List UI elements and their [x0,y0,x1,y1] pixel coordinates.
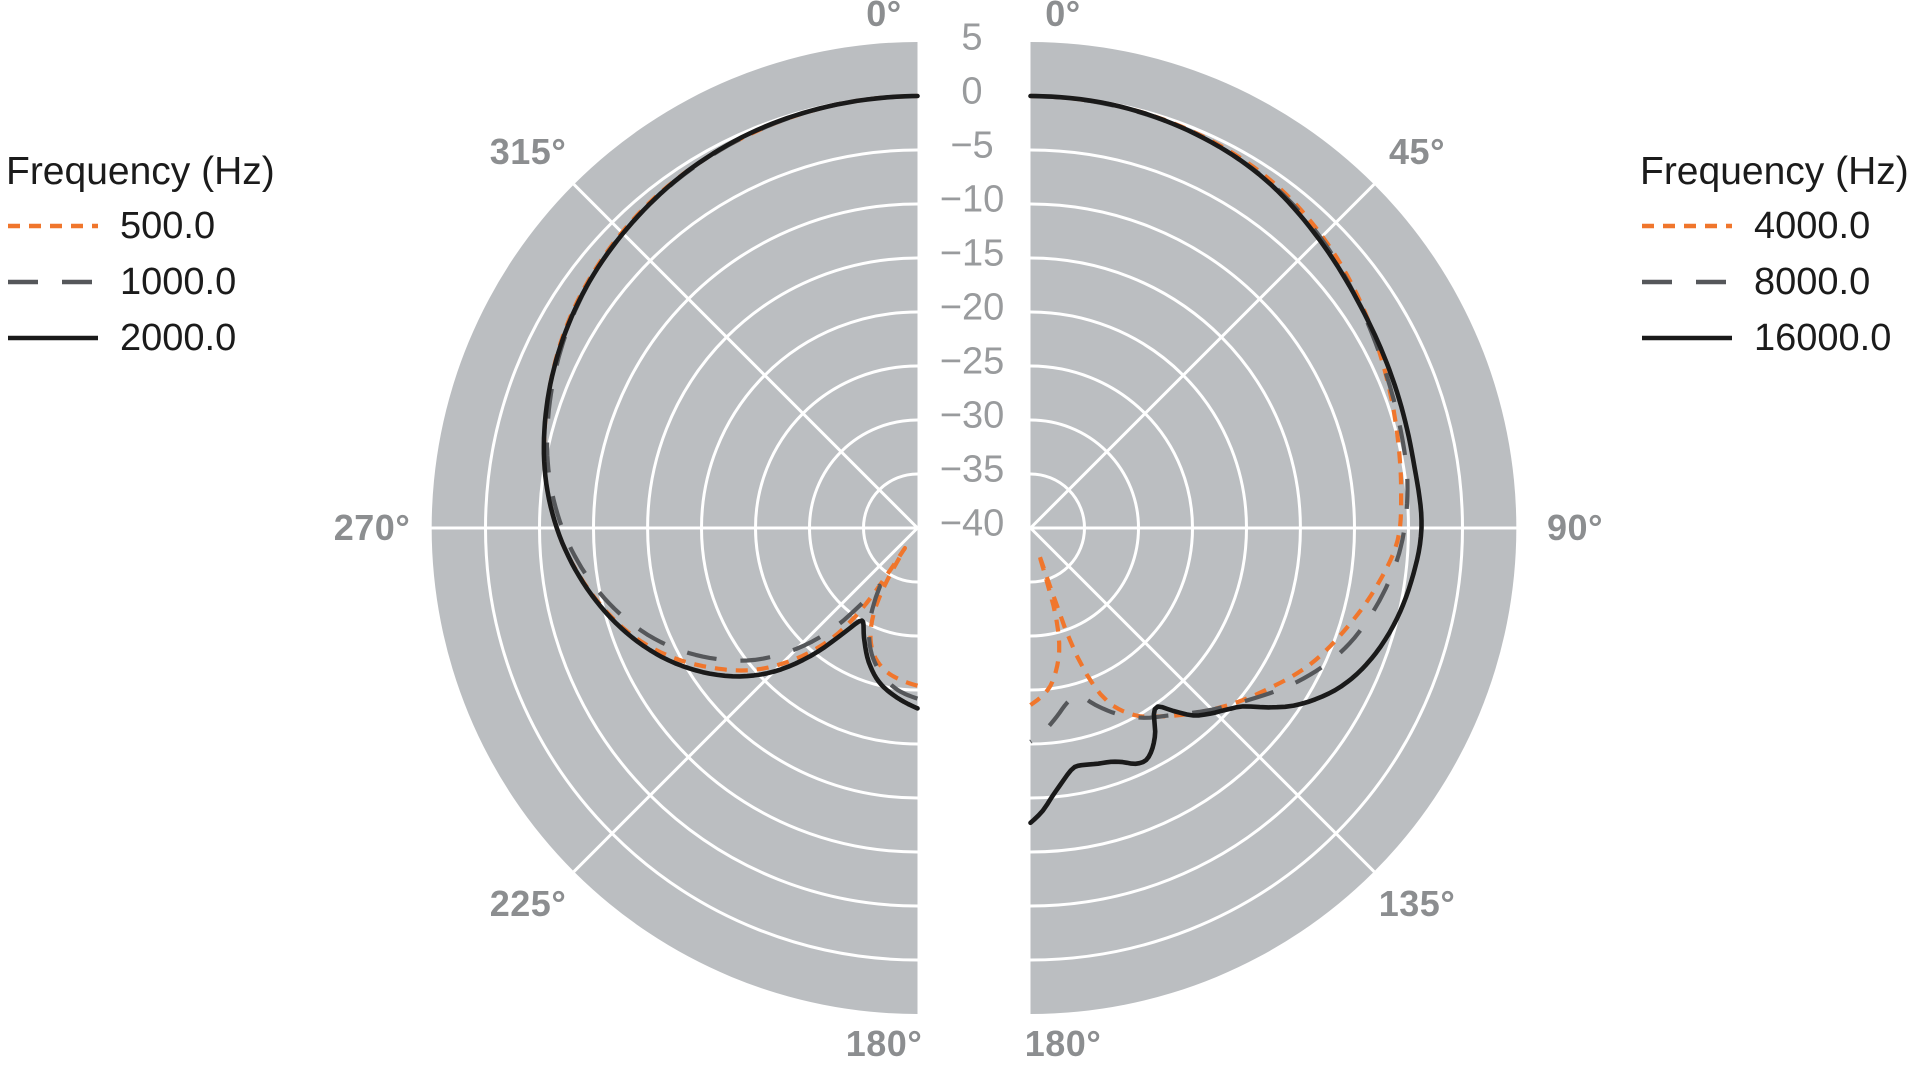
right-polar-plot [1028,42,1517,1014]
legend-swatch-dash-short-icon [1642,223,1732,229]
angle-label-left-315: 315° [489,131,567,172]
left-polar-plot [431,42,920,1014]
radial-tick--25: −25 [939,340,1005,383]
legend-item-label: 8000.0 [1754,260,1871,303]
angle-label-left-270: 270° [333,507,411,548]
series-curve-1000.0 [545,93,919,701]
legend-swatch-dash-long-icon [1642,279,1732,285]
legend-item-16000.0: 16000.0 [1640,310,1909,366]
legend-item-1000.0: 1000.0 [6,254,275,310]
legend-item-4000.0: 4000.0 [1640,198,1909,254]
legend-title: Frequency (Hz) [1640,150,1909,193]
legend-swatch-solid-icon [1642,335,1732,341]
legend-swatch-solid-icon [8,335,98,341]
radial-tick--5: −5 [950,124,994,167]
angle-label-left-225: 225° [489,883,567,924]
radial-tick-5: 5 [961,16,983,59]
legend-title: Frequency (Hz) [6,150,275,193]
legend-items: 500.0 1000.0 2000.0 [6,198,275,366]
legend-item-label: 500.0 [120,204,216,247]
legend-items: 4000.0 8000.0 16000.0 [1640,198,1909,366]
legend-item-label: 1000.0 [120,260,237,303]
grid-spoke [1029,183,1376,530]
legend-item-label: 2000.0 [120,316,237,359]
grid-spoke [1029,526,1376,873]
radial-tick--35: −35 [939,448,1005,491]
angle-label-right-180: 180° [1024,1023,1102,1064]
legend-item-8000.0: 8000.0 [1640,254,1909,310]
legend-item-2000.0: 2000.0 [6,310,275,366]
angle-label-right-135: 135° [1378,883,1456,924]
angle-label-right-0: 0° [1045,0,1081,34]
radial-tick-0: 0 [961,70,983,113]
legend-item-label: 4000.0 [1754,204,1871,247]
angle-label-left-180: 180° [845,1023,923,1064]
angle-label-left-0: 0° [866,0,902,34]
legend-right: Frequency (Hz) 4000.0 8000.0 16000.0 [1640,146,1909,366]
radial-tick--40: −40 [939,502,1005,545]
legend-swatch-dash-long-icon [8,279,98,285]
series-curve-2000.0 [541,93,920,711]
radial-tick--10: −10 [939,178,1005,221]
legend-left: Frequency (Hz) 500.0 1000.0 2000.0 [6,146,275,366]
legend-item-500.0: 500.0 [6,198,275,254]
angle-label-right-45: 45° [1389,131,1445,172]
legend-swatch-dash-short-icon [8,223,98,229]
radial-tick--20: −20 [939,286,1005,329]
angle-label-right-90: 90° [1547,507,1603,548]
radial-tick--15: −15 [939,232,1005,275]
legend-item-label: 16000.0 [1754,316,1892,359]
grid-spoke [572,526,919,873]
series-curve-16000.0 [1028,93,1424,826]
radial-tick--30: −30 [939,394,1005,437]
grid-spoke [572,183,919,530]
